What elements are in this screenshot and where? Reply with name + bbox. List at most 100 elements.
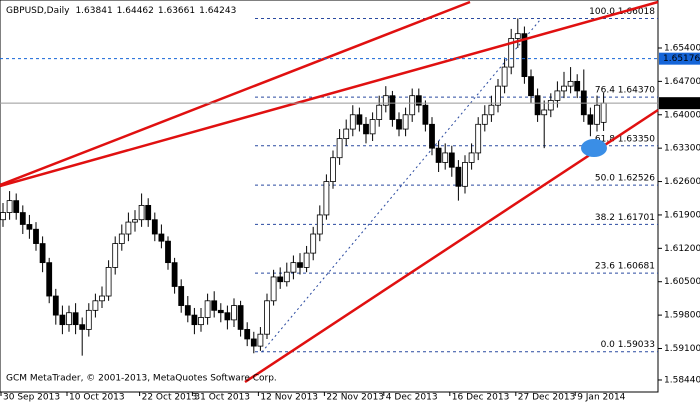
candle-body [415,95,422,106]
candle-body [587,114,594,125]
x-tick-label: 22 Oct 2013 [142,393,198,402]
candle-body [501,66,508,87]
y-tick-label: 1.62600 [664,177,700,187]
candle-body [514,33,521,39]
candle-body [244,329,251,340]
candle-body [330,157,336,182]
candle-body [26,224,33,230]
fib-label: 0.0 1.59033 [601,340,655,350]
candle-body [495,85,501,106]
candle-body [13,200,20,213]
chart-title: GBPUSD,Daily 1.63841 1.64462 1.63661 1.64243 [6,6,236,16]
candle-body [283,271,290,283]
candle-body [468,152,475,163]
ohlc-low: 1.63661 [158,6,195,16]
y-tick-label: 1.61900 [664,210,700,220]
candle-body [488,104,495,116]
candle-body [39,243,46,264]
y-tick-label: 1.63300 [664,144,700,154]
x-tick-label: 10 Oct 2013 [69,393,125,402]
candle-body [402,114,409,130]
candle-body [297,262,303,268]
candle-body [171,262,178,287]
candle-body [145,204,152,221]
candle-body [547,100,554,111]
x-tick-label: 22 Nov 2013 [326,393,384,402]
candle-body [600,102,607,123]
candle-body [250,338,257,347]
price-box [659,52,700,65]
candle-body [72,312,79,326]
x-tick-label: 12 Nov 2013 [260,393,318,402]
candle-body [66,312,72,326]
candle-body [118,233,125,244]
symbol: GBPUSD,Daily [6,6,70,16]
fib-baseline [261,19,541,353]
candle-body [99,295,105,302]
candle-body [138,204,145,221]
candle-body [316,214,323,235]
candle-body [554,90,561,101]
fib-label: 61.8 1.63350 [595,134,655,144]
candle-body [422,104,429,125]
candle-body [534,95,541,116]
price-box-label: 1.64243 [663,99,700,109]
y-tick-label: 1.59800 [664,311,700,321]
candles [0,18,607,356]
candle-body [448,152,455,168]
candle-body [85,309,92,330]
x-tick-label: 31 Oct 2013 [194,393,250,402]
candle-body [217,309,224,314]
candle-body [270,276,277,302]
candle-body [481,114,488,125]
candle-body [237,305,244,330]
candle-body [382,95,389,106]
candle-body [132,219,138,223]
footer: GCM MetaTrader, © 2001-2013, MetaQuotes … [6,374,277,384]
candle-body [231,305,237,321]
candle-body [59,314,66,326]
candle-body [323,181,330,216]
candle-body [52,295,59,316]
candle-body [303,252,310,268]
y-tick-label: 1.65400 [664,43,700,53]
candle-body [442,152,449,163]
x-tick-label: 16 Dec 2013 [452,393,510,402]
ohlc-close: 1.64243 [199,6,236,16]
y-tick-label: 1.61200 [664,244,700,254]
candle-body [151,219,158,235]
price-box [659,97,700,110]
candle-body [158,233,165,242]
candle-body [336,138,343,159]
candle-body [409,95,416,116]
y-tick-label: 1.59100 [664,344,700,354]
candle-body [92,300,99,311]
candle-body [19,212,26,225]
candle-body [79,324,86,330]
candle-body [105,267,112,297]
candle-body [198,317,204,326]
candle-body [277,276,284,283]
ohlc-high: 1.64462 [117,6,154,16]
candle-body [204,300,211,318]
candle-body [224,312,231,321]
y-tick-label: 1.60500 [664,277,700,287]
candle-body [46,262,53,297]
candle-body [349,114,356,130]
candle-body [343,128,350,140]
fib-label: 23.6 1.60681 [595,262,655,272]
x-tick-label: 30 Sep 2013 [3,393,60,402]
candle-body [521,33,528,78]
fib-label: 50.0 1.62526 [595,174,655,184]
y-tick-label: 1.64700 [664,77,700,87]
candle-body [112,243,119,268]
candle-body [356,114,363,125]
candle-body [475,123,482,154]
highlight-marker [581,139,607,157]
candle-body [594,104,600,125]
candle-body [541,109,548,116]
candle-body [125,221,132,235]
candle-body [455,166,462,187]
y-tick-label: 1.64000 [664,110,700,120]
